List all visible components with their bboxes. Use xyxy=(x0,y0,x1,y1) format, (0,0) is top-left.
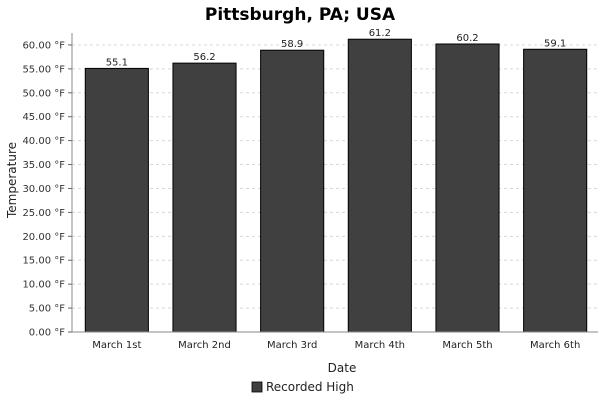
data-labels: 55.1 56.2 58.9 61.2 60.2 59.1 xyxy=(106,28,567,68)
y-tick-label: 50.00 °F xyxy=(22,88,65,99)
data-label: 58.9 xyxy=(281,39,303,50)
legend: Recorded High xyxy=(251,380,354,394)
x-tick-labels: March 1st March 2nd March 3rd March 4th Marc… xyxy=(92,340,580,351)
bar xyxy=(523,48,588,333)
y-tick-label: 10.00 °F xyxy=(22,280,65,291)
data-label: 60.2 xyxy=(456,33,478,44)
x-tick-label: March 5th xyxy=(442,340,492,351)
x-tick-label: March 6th xyxy=(530,340,580,351)
bar xyxy=(260,49,325,333)
data-label: 61.2 xyxy=(369,28,391,39)
y-tick-label: 60.00 °F xyxy=(22,40,65,51)
y-tick-label: 30.00 °F xyxy=(22,184,65,195)
chart-title: Pittsburgh, PA; USA xyxy=(205,5,396,25)
y-tick-label: 35.00 °F xyxy=(22,160,65,171)
y-tick-label: 0.00 °F xyxy=(29,328,65,339)
data-label: 55.1 xyxy=(106,57,128,68)
grid-lines xyxy=(72,44,598,309)
y-tick-label: 45.00 °F xyxy=(22,112,65,123)
bar xyxy=(172,62,237,333)
y-axis-label: Temperature xyxy=(5,142,19,219)
bar xyxy=(435,43,500,333)
legend-label: Recorded High xyxy=(266,380,354,394)
x-tick-label: March 3rd xyxy=(267,340,317,351)
y-tick-label: 40.00 °F xyxy=(22,136,65,147)
bar xyxy=(84,67,149,333)
x-tick-label: March 4th xyxy=(355,340,405,351)
y-tick-label: 15.00 °F xyxy=(22,256,65,267)
y-tick-label: 25.00 °F xyxy=(22,208,65,219)
y-tick-label: 20.00 °F xyxy=(22,232,65,243)
y-tick-label: 55.00 °F xyxy=(22,64,65,75)
axes xyxy=(71,33,598,333)
x-axis-label: Date xyxy=(328,361,357,375)
bar xyxy=(347,38,412,333)
x-tick-label: March 1st xyxy=(92,340,141,351)
y-tick-labels: 0.00 °F 5.00 °F 10.00 °F 15.00 °F 20.00 °F 25… xyxy=(22,40,72,339)
data-label: 59.1 xyxy=(544,38,566,49)
x-tick-label: March 2nd xyxy=(178,340,231,351)
y-tick-label: 5.00 °F xyxy=(29,304,65,315)
legend-swatch xyxy=(251,381,263,393)
data-label: 56.2 xyxy=(193,52,215,63)
bars xyxy=(84,38,588,333)
